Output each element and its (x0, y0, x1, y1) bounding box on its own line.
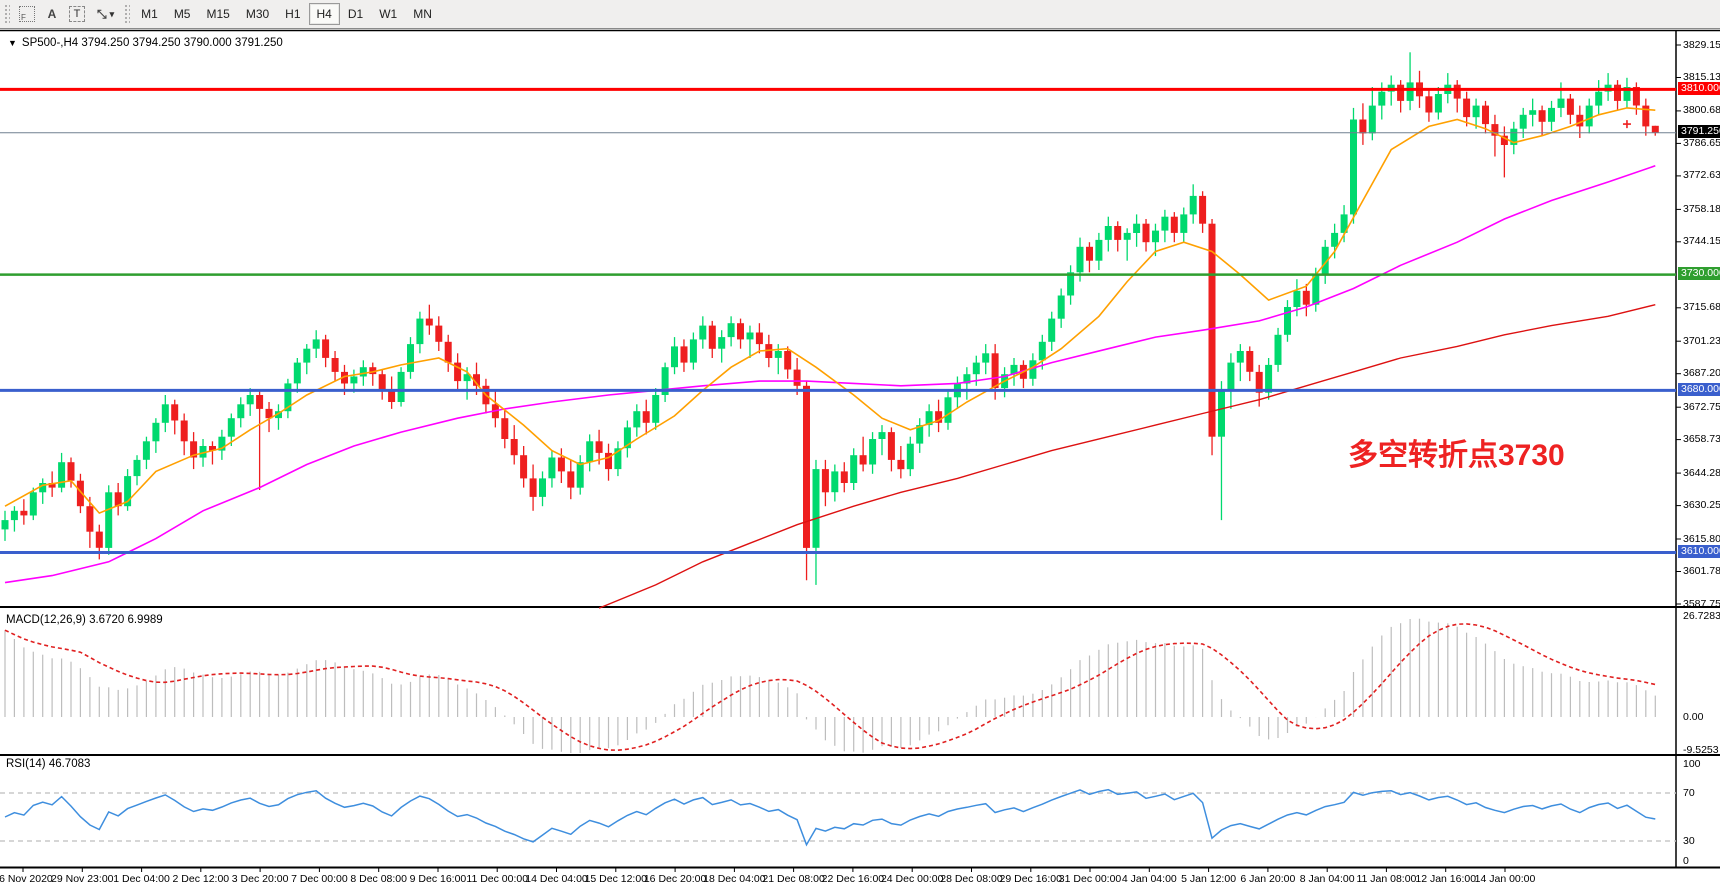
price-tick-label: 3800.680 (1683, 104, 1720, 117)
date-tick-label: 4 Jan 04:00 (1121, 873, 1177, 885)
date-tick-label: 12 Jan 16:00 (1415, 873, 1477, 885)
timeframe-button-D1[interactable]: D1 (347, 7, 364, 21)
date-tick-label: 16 Dec 20:00 (643, 873, 707, 885)
date-tick-label: 29 Nov 23:00 (51, 873, 114, 885)
price-tick-label: 3715.680 (1683, 301, 1720, 314)
price-tick-label: 3615.805 (1683, 532, 1720, 545)
price-level-box: 3810.000 (1678, 81, 1720, 95)
date-tick-label: 26 Nov 2020 (0, 873, 53, 885)
date-tick-label: 11 Jan 08:00 (1356, 873, 1417, 885)
timeframe-button-M30[interactable]: M30 (245, 7, 270, 21)
timeframe-button-W1[interactable]: W1 (379, 7, 398, 21)
candlestick-chart[interactable] (0, 29, 1720, 895)
chart-window[interactable]: ▼ SP500-,H4 3794.250 3794.250 3790.000 37… (0, 29, 1720, 895)
date-tick-label: 14 Dec 04:00 (525, 873, 588, 885)
toolbar-grip[interactable] (3, 3, 10, 25)
date-tick-label: 7 Dec 00:00 (291, 873, 348, 885)
rsi-tick-label: 0 (1683, 855, 1689, 867)
price-tick-label: 3587.755 (1683, 597, 1720, 610)
price-level-box: 3610.000 (1678, 544, 1720, 558)
macd-tick-label: -9.5253 (1683, 744, 1719, 756)
date-tick-label: 29 Dec 16:00 (999, 873, 1062, 885)
price-level-box: 3680.000 (1678, 382, 1720, 396)
date-tick-label: 3 Dec 20:00 (231, 873, 289, 885)
timeframe-button-M1[interactable]: M1 (141, 7, 158, 21)
price-tick-label: 3687.205 (1683, 367, 1720, 380)
timeframe-button-H1[interactable]: H1 (285, 7, 301, 21)
timeframe-buttons: M1 M5 M15 M30 H1 H4 D1 W1 MN (133, 3, 440, 25)
date-tick-label: 8 Dec 08:00 (350, 873, 407, 885)
price-tick-label: 3758.180 (1683, 202, 1720, 215)
date-tick-label: 31 Dec 00:00 (1058, 873, 1122, 885)
chart-annotation-text: 多空转折点3730 (1348, 439, 1565, 472)
date-tick-label: 9 Dec 16:00 (409, 873, 467, 885)
price-tick-label: 3772.630 (1683, 169, 1720, 182)
templates-icon[interactable]: F (13, 3, 41, 25)
macd-tick-label: 0.00 (1683, 711, 1704, 723)
date-tick-label: 24 Dec 00:00 (880, 873, 944, 885)
rsi-tick-label: 30 (1683, 834, 1695, 847)
timeframe-button-M5[interactable]: M5 (173, 7, 191, 21)
cursor-tools-icon[interactable]: ⤡ ▾ (97, 6, 115, 21)
timeframe-button-H4[interactable]: H4 (308, 3, 340, 25)
rsi-tick-label: 70 (1683, 786, 1695, 799)
date-tick-label: 8 Jan 04:00 (1299, 873, 1355, 885)
date-tick-label: 18 Dec 04:00 (703, 873, 766, 885)
price-level-box: 3730.000 (1678, 267, 1720, 281)
date-tick-label: 14 Jan 00:00 (1474, 873, 1536, 885)
date-tick-label: 5 Jan 12:00 (1181, 873, 1237, 885)
toolbar-grip-2[interactable] (123, 3, 131, 25)
chart-dropdown-icon[interactable]: ▼ (8, 38, 17, 48)
rsi-tick-label: 100 (1683, 758, 1701, 770)
symbol-ohlc-text: SP500-,H4 3794.250 3794.250 3790.000 379… (21, 37, 283, 49)
symbol-ohlc-line[interactable]: ▼ SP500-,H4 3794.250 3794.250 3790.000 37… (8, 37, 283, 49)
rsi-indicator-label: RSI(14) 46.7083 (6, 758, 91, 770)
timeframe-button-M15[interactable]: M15 (206, 7, 230, 21)
text-label-icon[interactable]: T (63, 3, 91, 25)
date-tick-label: 11 Dec 00:00 (466, 873, 529, 885)
price-tick-label: 3829.155 (1683, 38, 1720, 51)
date-tick-label: 15 Dec 12:00 (584, 873, 648, 885)
macd-indicator-label: MACD(12,26,9) 3.6720 6.9989 (6, 614, 163, 626)
price-tick-label: 3701.230 (1683, 334, 1720, 347)
date-tick-label: 21 Dec 08:00 (762, 873, 825, 885)
top-toolbar: F A T ⤡ ▾ M1 M5 M15 M30 H1 H4 D1 W1 MN (0, 0, 1720, 29)
timeframe-button-MN[interactable]: MN (413, 7, 432, 21)
price-tick-label: 3658.730 (1683, 433, 1720, 446)
price-tick-label: 3744.155 (1683, 235, 1720, 248)
date-tick-label: 28 Dec 08:00 (940, 873, 1003, 885)
macd-tick-label: 26.7283 (1683, 610, 1720, 622)
chevron-down-icon[interactable]: ▾ (109, 8, 115, 19)
date-tick-label: 1 Dec 04:00 (113, 873, 170, 885)
price-tick-label: 3815.130 (1683, 70, 1720, 83)
price-tick-label: 3601.780 (1683, 565, 1720, 578)
price-tick-label: 3786.655 (1683, 136, 1720, 149)
date-tick-label: 2 Dec 12:00 (172, 873, 230, 885)
price-tick-label: 3630.255 (1683, 499, 1720, 512)
date-tick-label: 22 Dec 16:00 (821, 873, 885, 885)
date-tick-label: 6 Jan 20:00 (1240, 873, 1296, 885)
price-level-box: 3791.250 (1678, 125, 1720, 139)
font-icon[interactable]: A (47, 7, 57, 21)
price-tick-label: 3644.280 (1683, 466, 1720, 479)
price-tick-label: 3672.755 (1683, 400, 1720, 413)
